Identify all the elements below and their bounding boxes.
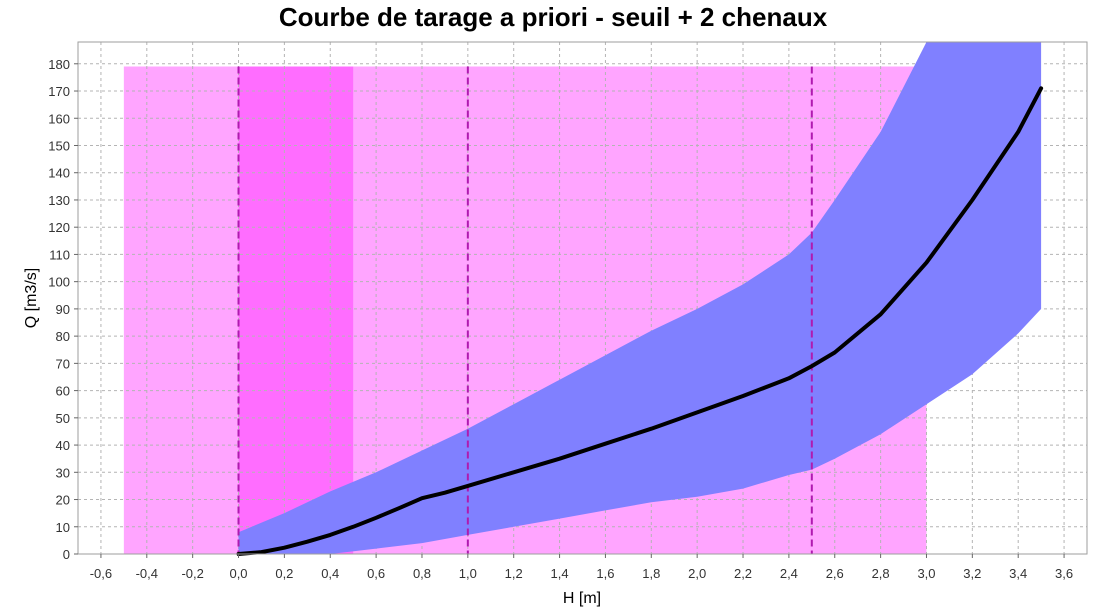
x-tick-label: 2,4 bbox=[780, 566, 798, 581]
uncertainty-band-layer bbox=[238, 42, 1042, 554]
y-tick-label: 80 bbox=[56, 329, 70, 344]
x-tick-label: 2,2 bbox=[734, 566, 752, 581]
y-tick-label: 30 bbox=[56, 465, 70, 480]
x-axis: -0,6 -0,4 -0,2 0,0 0,2 0,4 0,6 0,8 1,0 1,2 1,4 1,6 1… bbox=[90, 554, 1073, 581]
y-tick-label: 110 bbox=[49, 247, 70, 262]
y-tick-label: 180 bbox=[48, 57, 70, 72]
y-tick-label: 70 bbox=[56, 356, 70, 371]
x-tick-label: 0,4 bbox=[321, 566, 339, 581]
x-tick-label: 1,0 bbox=[459, 566, 477, 581]
chart-title: Courbe de tarage a priori - seuil + 2 ch… bbox=[278, 2, 828, 32]
x-tick-label: 1,4 bbox=[551, 566, 569, 581]
x-tick-label: 2,8 bbox=[872, 566, 890, 581]
x-tick-label: 1,6 bbox=[596, 566, 614, 581]
x-tick-label: 1,2 bbox=[505, 566, 523, 581]
y-tick-label: 90 bbox=[56, 302, 70, 317]
x-tick-label: 1,8 bbox=[642, 566, 660, 581]
plot-border bbox=[77, 41, 1088, 555]
y-tick-label: 10 bbox=[56, 520, 70, 535]
uncertainty-band bbox=[238, 42, 1042, 554]
y-tick-label: 130 bbox=[48, 193, 70, 208]
y-tick-label: 170 bbox=[48, 84, 70, 99]
x-tick-label: -0,4 bbox=[136, 566, 158, 581]
y-axis-label: Q [m3/s] bbox=[23, 268, 40, 328]
x-tick-label: 3,2 bbox=[963, 566, 981, 581]
y-tick-label: 100 bbox=[48, 275, 70, 290]
grid-layer bbox=[78, 42, 1087, 555]
x-tick-label: 2,6 bbox=[826, 566, 844, 581]
y-tick-label: 40 bbox=[56, 438, 70, 453]
x-tick-label: -0,2 bbox=[181, 566, 203, 581]
breakpoint-layer bbox=[237, 66, 813, 554]
y-tick-label: 160 bbox=[48, 111, 70, 126]
y-tick-label: 150 bbox=[48, 138, 70, 153]
y-tick-label: 50 bbox=[56, 411, 70, 426]
x-tick-label: 0,6 bbox=[367, 566, 385, 581]
y-tick-label: 140 bbox=[48, 166, 70, 181]
x-axis-label: H [m] bbox=[563, 590, 601, 607]
y-tick-label: 0 bbox=[63, 547, 70, 562]
y-tick-label: 120 bbox=[48, 220, 70, 235]
x-tick-label: 3,4 bbox=[1009, 566, 1027, 581]
prior-range-rect-dark bbox=[238, 66, 354, 555]
y-tick-label: 60 bbox=[56, 384, 70, 399]
x-tick-label: 2,0 bbox=[688, 566, 706, 581]
y-tick-label: 20 bbox=[56, 493, 70, 508]
x-tick-label: 3,6 bbox=[1055, 566, 1073, 581]
x-tick-label: 0,0 bbox=[229, 566, 247, 581]
rating-curve-layer bbox=[236, 86, 1044, 556]
x-tick-label: 0,2 bbox=[275, 566, 293, 581]
rating-curve bbox=[236, 86, 1044, 556]
x-tick-label: -0,6 bbox=[90, 566, 112, 581]
x-tick-label: 0,8 bbox=[413, 566, 431, 581]
y-axis: 0 10 20 30 40 50 60 70 80 90 100 110 120 130 140 150 160… bbox=[48, 57, 78, 562]
x-tick-label: 3,0 bbox=[917, 566, 935, 581]
